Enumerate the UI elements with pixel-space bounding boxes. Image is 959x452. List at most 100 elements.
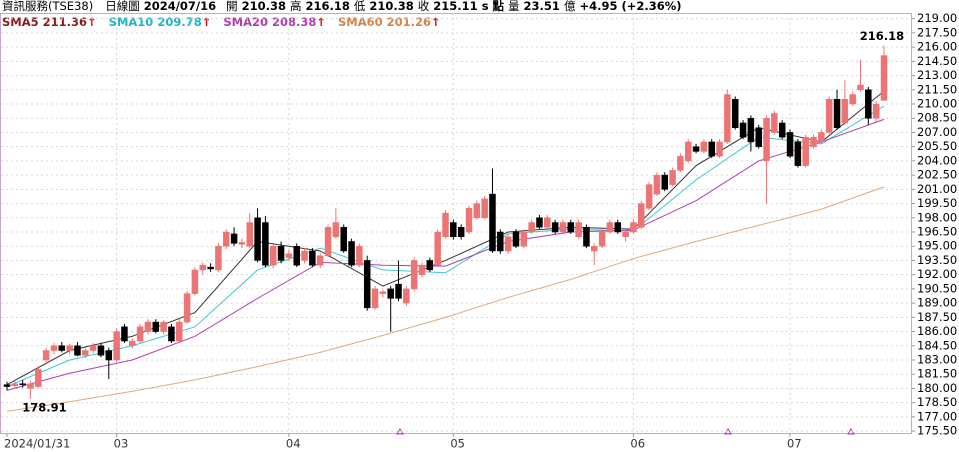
candle-body bbox=[771, 113, 778, 133]
y-tick-label: 208.50 bbox=[917, 111, 957, 125]
candle-body bbox=[426, 260, 434, 271]
candle-body bbox=[708, 141, 715, 157]
candle-body bbox=[872, 103, 880, 119]
y-tick-label: 201.00 bbox=[917, 182, 957, 196]
open-label: 開 bbox=[226, 0, 238, 13]
candle-body bbox=[536, 217, 543, 228]
candle-body bbox=[418, 264, 426, 275]
candle-body bbox=[223, 231, 230, 247]
plot-frame bbox=[0, 13, 912, 434]
y-tick-label: 183.00 bbox=[917, 352, 957, 366]
legend-name: SMA5 bbox=[2, 15, 39, 29]
y-tick-label: 178.50 bbox=[917, 395, 957, 409]
candle-body bbox=[285, 253, 293, 258]
candle-body bbox=[348, 241, 355, 266]
candle-body bbox=[379, 291, 387, 294]
candle-body bbox=[857, 84, 864, 91]
candle-body bbox=[238, 242, 246, 245]
x-tick-label: 07 bbox=[787, 437, 802, 451]
candle-body bbox=[371, 288, 379, 309]
candle-body bbox=[724, 94, 731, 143]
candle-body bbox=[739, 122, 747, 138]
candle-body bbox=[450, 222, 457, 237]
y-tick-label: 190.50 bbox=[917, 281, 957, 295]
candle-body bbox=[606, 222, 614, 233]
candle-body bbox=[254, 217, 261, 261]
close: 215.11 bbox=[433, 0, 478, 13]
y-tick-label: 211.50 bbox=[917, 82, 957, 96]
y-tick-label: 207.00 bbox=[917, 125, 957, 139]
candle-body bbox=[818, 132, 825, 143]
legend-arrow: ↑ bbox=[316, 15, 326, 29]
candle-body bbox=[880, 55, 888, 101]
candle-body bbox=[849, 94, 856, 105]
candle-body bbox=[19, 383, 26, 385]
candle-body bbox=[316, 255, 324, 266]
candle-body bbox=[653, 174, 661, 195]
date: 2024/07/16 bbox=[143, 0, 217, 13]
candle-body bbox=[293, 245, 300, 266]
candle-body bbox=[731, 99, 739, 128]
candle-body bbox=[129, 340, 136, 347]
y-tick-label: 195.00 bbox=[917, 239, 957, 253]
legend-entry: SMA60 201.26↑ bbox=[338, 15, 441, 29]
candle-body bbox=[160, 321, 167, 332]
high: 216.18 bbox=[305, 0, 350, 13]
y-tick-label: 187.50 bbox=[917, 310, 957, 324]
y-tick-label: 217.50 bbox=[917, 25, 957, 39]
legend-name: SMA20 bbox=[223, 15, 268, 29]
candle-body bbox=[747, 117, 755, 143]
candle-body bbox=[363, 260, 371, 309]
candle-body bbox=[434, 231, 441, 266]
candle-body bbox=[755, 127, 762, 147]
y-tick-label: 180.00 bbox=[917, 381, 957, 395]
x-tick-label: 2024/01/31 bbox=[4, 437, 70, 451]
candle-body bbox=[89, 345, 97, 351]
candle-body bbox=[669, 170, 676, 185]
ma-line bbox=[6, 118, 885, 391]
candle-body bbox=[504, 236, 512, 252]
legend-entry: SMA5 211.36↑ bbox=[2, 15, 97, 29]
candle-body bbox=[684, 141, 692, 162]
candle-body bbox=[58, 345, 66, 351]
legend-name: SMA10 bbox=[109, 15, 154, 29]
y-tick-label: 199.50 bbox=[917, 196, 957, 210]
candle-body bbox=[778, 122, 786, 138]
y-tick-label: 177.00 bbox=[917, 409, 957, 423]
candle-body bbox=[215, 245, 222, 271]
header: 資訊服務(TSE38) 日線圖 2024/07/16 開 210.38 高 216.18 低 2… bbox=[2, 0, 686, 13]
candle-body bbox=[387, 288, 394, 299]
candle-body bbox=[301, 250, 308, 261]
y-tick-label: 196.50 bbox=[917, 225, 957, 239]
candle-body bbox=[591, 245, 598, 252]
legend-name: SMA60 bbox=[338, 15, 383, 29]
candle-body bbox=[356, 245, 363, 266]
candle-body bbox=[168, 326, 175, 342]
x-tick-label: 03 bbox=[114, 437, 129, 451]
y-tick-label: 193.50 bbox=[917, 253, 957, 267]
x-tick-label: 06 bbox=[630, 437, 645, 451]
candle-body bbox=[825, 99, 833, 133]
volume-label: 量 bbox=[508, 0, 520, 13]
candle-body bbox=[465, 208, 473, 233]
candle-body bbox=[559, 222, 567, 233]
candle-body bbox=[497, 231, 504, 252]
open: 210.38 bbox=[241, 0, 287, 13]
y-tick-label: 210.00 bbox=[917, 97, 957, 111]
candle-body bbox=[66, 345, 73, 351]
candle-body bbox=[144, 321, 152, 332]
legend-entry: SMA10 209.78↑ bbox=[109, 15, 212, 29]
y-tick-label: 219.00 bbox=[917, 11, 957, 25]
legend-value: 208.38 bbox=[272, 15, 316, 29]
candle-body bbox=[645, 184, 653, 209]
candle-body bbox=[442, 212, 449, 237]
candle-body bbox=[183, 293, 191, 323]
candle-body bbox=[677, 155, 684, 171]
change: +4.95 (+2.36%) bbox=[579, 0, 682, 13]
y-tick-label: 181.50 bbox=[917, 367, 957, 381]
candle-body bbox=[457, 227, 465, 237]
candle-body bbox=[403, 288, 410, 304]
candle-body bbox=[152, 321, 160, 332]
close-suffix: s 點 bbox=[481, 0, 505, 13]
